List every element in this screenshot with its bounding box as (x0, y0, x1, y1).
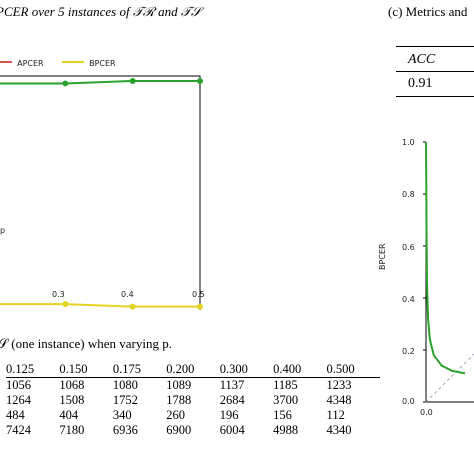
table-cell: 1264 (6, 393, 31, 407)
right-y-tick-0.6: 0.6 (402, 243, 415, 252)
left-x-axis-label: p (0, 226, 6, 235)
table-cell: 1068 (59, 378, 85, 392)
table-cell: 2684 (219, 393, 245, 407)
table-cell: 1752 (112, 393, 138, 407)
table-header-cell: 0.150 (59, 362, 88, 376)
table-cell: 260 (166, 408, 186, 422)
table-cell: 6004 (219, 423, 245, 437)
table-cell: 340 (112, 408, 132, 422)
right-y-tick-0.0: 0.0 (402, 397, 415, 406)
series3-point (62, 80, 69, 87)
bpcer-line (0, 303, 200, 308)
table-cell: 3700 (273, 393, 299, 407)
table-cell: 1233 (326, 378, 352, 392)
left-x-tick-0.3: 0.3 (52, 290, 65, 299)
left-line-chart (0, 75, 203, 310)
right-x-tick-0.0: 0.0 (420, 408, 433, 417)
table-cell: 6936 (112, 423, 138, 437)
table-cell: 6900 (166, 423, 192, 437)
table-cell: 4988 (273, 423, 299, 437)
right-y-tick-0.4: 0.4 (402, 295, 415, 304)
series3-point (197, 77, 203, 84)
left-chart-frame (0, 75, 201, 310)
metric-table-bottom-rule (396, 96, 474, 97)
table-row: 484 404 340 260 196 156 112 (6, 408, 380, 423)
table-cell: 196 (219, 408, 239, 422)
metric-table: ACC 0.91 (396, 46, 474, 97)
right-y-tick-1.0: 1.0 (402, 138, 415, 147)
bpcer-point (197, 303, 203, 310)
bpcer-point (62, 301, 69, 308)
legend-bpcer-swatch (62, 60, 84, 63)
table-cell: 7424 (6, 423, 31, 437)
right-y-axis-label: BPCER (378, 243, 387, 270)
table-header-cell: 0.125 (6, 362, 35, 376)
series3-point (129, 77, 136, 84)
table-cell: 1137 (219, 378, 245, 392)
legend-bpcer-label: BPCER (89, 59, 116, 68)
table-cell: 484 (6, 408, 25, 422)
table-cell: 7180 (59, 423, 85, 437)
legend-bpcer: BPCER (62, 51, 116, 70)
table-header-row: 0.125 0.150 0.175 0.200 0.300 0.400 0.50… (6, 362, 380, 378)
table-cell: 1080 (112, 378, 138, 392)
table-cell: 112 (326, 408, 345, 422)
metric-acc-header: ACC (408, 52, 436, 67)
table-cell: 1056 (6, 378, 31, 392)
table-row: 1264 1508 1752 1788 2684 3700 4348 (6, 393, 380, 408)
table-header-cell: 0.300 (219, 362, 248, 376)
right-curve-chart (423, 141, 474, 403)
right-figure-caption: (c) Metrics and (388, 4, 468, 19)
legend-apcer: APCER (0, 51, 44, 70)
left-figure-caption: PCER over 5 instances of 𝒯ℛ and 𝒯𝒮 (0, 4, 201, 19)
table-row: 7424 7180 6936 6900 6004 4988 4340 (6, 423, 380, 438)
p-values-table: 0.125 0.150 0.175 0.200 0.300 0.400 0.50… (6, 362, 380, 438)
roc-curve-line (425, 141, 466, 375)
table-caption: 𝒮 (one instance) when varying p. (0, 336, 172, 351)
table-cell: 404 (59, 408, 79, 422)
table-cell: 1185 (273, 378, 298, 392)
table-header-cell: 0.400 (273, 362, 302, 376)
metric-table-mid-rule (396, 71, 474, 72)
legend-apcer-label: APCER (17, 59, 44, 68)
table-cell: 1089 (166, 378, 192, 392)
right-y-tick-0.2: 0.2 (402, 347, 415, 356)
metric-acc-value: 0.91 (408, 76, 433, 91)
bpcer-point (129, 303, 136, 310)
table-header-cell: 0.175 (112, 362, 141, 376)
table-cell: 1788 (166, 393, 192, 407)
left-x-tick-0.4: 0.4 (121, 290, 134, 299)
diagonal-reference-line (425, 353, 474, 403)
metric-table-top-rule (396, 46, 474, 47)
right-y-tick-0.8: 0.8 (402, 190, 415, 199)
legend-apcer-swatch (0, 60, 12, 63)
table-cell: 4340 (326, 423, 352, 437)
series3-line (0, 79, 200, 85)
table-header-cell: 0.500 (326, 362, 355, 376)
table-cell: 4348 (326, 393, 352, 407)
table-row: 1056 1068 1080 1089 1137 1185 1233 (6, 378, 380, 394)
table-header-cell: 0.200 (166, 362, 195, 376)
table-cell: 156 (273, 408, 292, 422)
left-x-tick-0.5: 0.5 (192, 290, 205, 299)
table-cell: 1508 (59, 393, 85, 407)
